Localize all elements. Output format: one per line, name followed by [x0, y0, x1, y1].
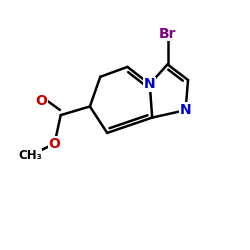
Text: O: O [48, 136, 60, 150]
Text: O: O [35, 94, 47, 108]
Text: N: N [144, 77, 156, 91]
Text: Br: Br [159, 26, 176, 40]
Text: N: N [180, 103, 192, 117]
Text: CH₃: CH₃ [18, 150, 42, 162]
